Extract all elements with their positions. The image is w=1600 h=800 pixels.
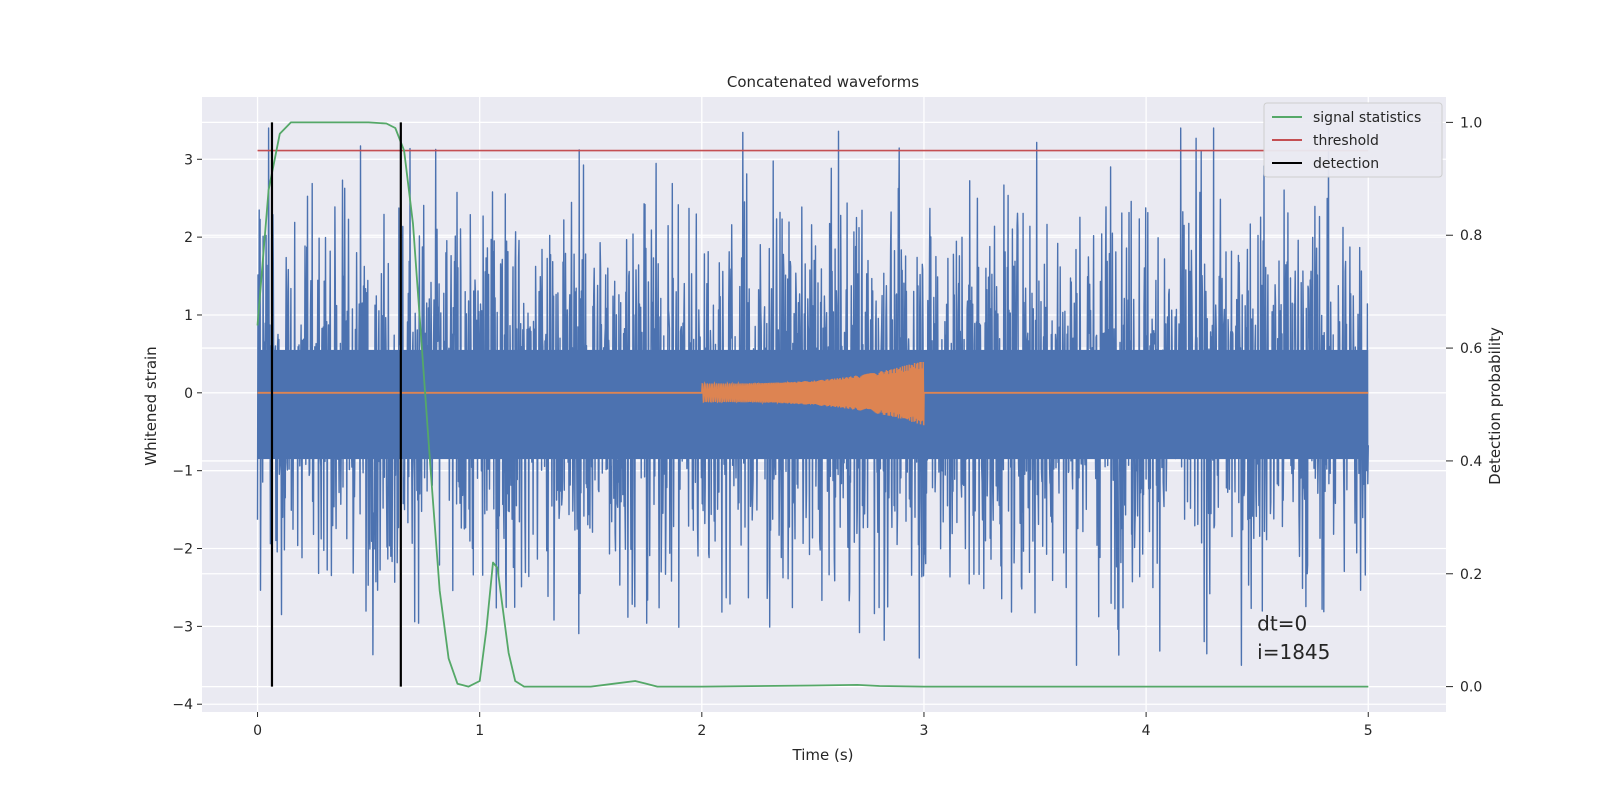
data-layer [256, 121, 1369, 688]
injected-signal-line [701, 361, 925, 426]
signal-statistics-line [256, 121, 1369, 688]
chart-title: Concatenated waveforms [727, 73, 919, 91]
x-tick-label: 2 [697, 723, 706, 739]
y2-tick-label: 1.0 [1460, 115, 1482, 131]
y-tick-label: −1 [172, 464, 193, 480]
y-tick-label: −4 [172, 697, 193, 713]
y-tick-label: 2 [184, 230, 193, 246]
noise-core-band [257, 350, 1369, 459]
legend-label: detection [1313, 156, 1379, 172]
legend: signal statistics threshold detection [1263, 102, 1443, 178]
y-tick-label: 0 [184, 386, 193, 402]
y-tick-label: −3 [172, 619, 193, 635]
x-tick-label: 0 [253, 723, 262, 739]
legend-label: signal statistics [1313, 110, 1421, 126]
y2-axis-label: Detection probability [1486, 327, 1504, 485]
x-tick-label: 3 [920, 723, 929, 739]
y2-tick-label: 0.4 [1460, 454, 1482, 470]
annotation-dt: dt=0 [1257, 611, 1307, 635]
y2-tick-label: 0.0 [1460, 680, 1482, 696]
legend-label: threshold [1313, 133, 1379, 149]
x-tick-label: 4 [1142, 723, 1151, 739]
x-tick-label: 1 [475, 723, 484, 739]
axes: 0 1 2 3 4 5 −4 −3 −2 −1 0 1 2 3 0.0 0.2 0.4 0.6 0.8 1.0 [172, 115, 1482, 739]
y2-tick-label: 0.6 [1460, 341, 1482, 357]
y2-tick-label: 0.2 [1460, 567, 1482, 583]
x-tick-label: 5 [1364, 723, 1373, 739]
x-axis-label: Time (s) [792, 746, 854, 764]
annotation-index: i=1845 [1257, 640, 1330, 664]
y-axis-label: Whitened strain [142, 346, 160, 465]
y-tick-label: 3 [184, 152, 193, 168]
y-tick-label: 1 [184, 308, 193, 324]
y2-tick-label: 0.8 [1460, 228, 1482, 244]
y-tick-label: −2 [172, 542, 193, 558]
legend-box [1263, 102, 1443, 178]
